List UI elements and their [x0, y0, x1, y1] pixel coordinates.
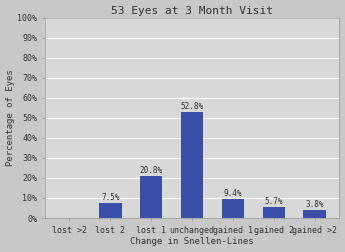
- Text: 20.8%: 20.8%: [140, 166, 163, 175]
- Text: 52.8%: 52.8%: [180, 102, 204, 111]
- Bar: [304, 210, 326, 218]
- Text: 7.5%: 7.5%: [101, 193, 120, 202]
- X-axis label: Change in Snellen-Lines: Change in Snellen-Lines: [130, 237, 254, 246]
- Text: 5.7%: 5.7%: [265, 197, 283, 206]
- Y-axis label: Percentage of Eyes: Percentage of Eyes: [6, 70, 14, 166]
- Bar: [181, 112, 203, 218]
- Bar: [99, 203, 121, 218]
- Bar: [263, 207, 285, 218]
- Bar: [222, 199, 244, 218]
- Bar: [140, 176, 162, 218]
- Text: 9.4%: 9.4%: [224, 189, 242, 198]
- Text: 3.8%: 3.8%: [305, 200, 324, 209]
- Title: 53 Eyes at 3 Month Visit: 53 Eyes at 3 Month Visit: [111, 6, 273, 16]
